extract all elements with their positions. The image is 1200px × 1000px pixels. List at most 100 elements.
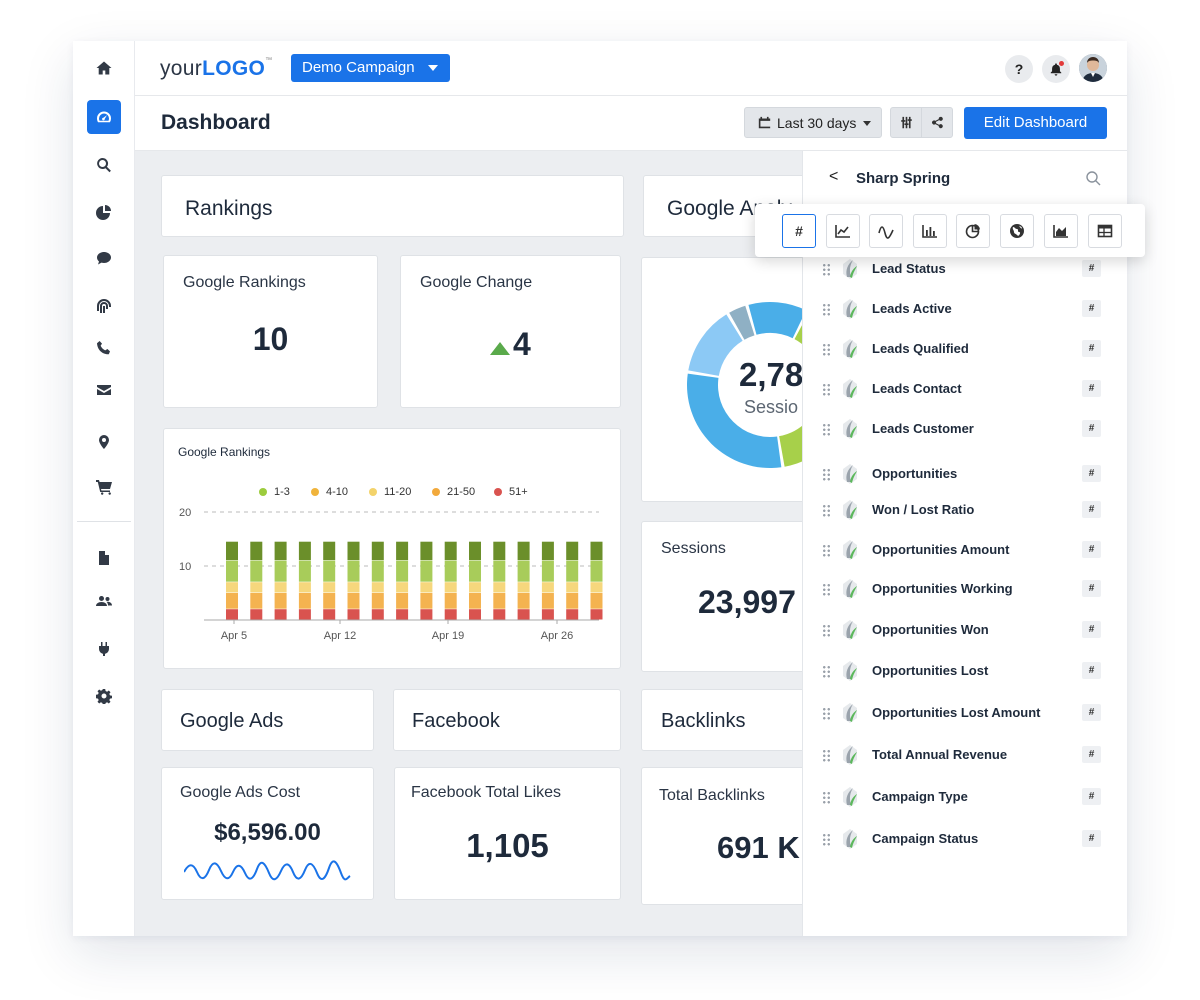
users-icon[interactable] [87,584,121,618]
line-chart-viz-button[interactable] [826,214,860,248]
number-type-badge: # [1082,788,1101,805]
metric-list-label: Campaign Status [872,831,979,846]
phone-icon[interactable] [87,331,121,365]
bar-segment [493,593,506,609]
back-button[interactable]: < [829,168,839,185]
chat-icon[interactable] [87,241,121,275]
legend-label: 51+ [509,486,528,498]
drag-handle-icon[interactable] [822,544,831,558]
pie-chart-viz-button[interactable] [956,214,990,248]
google-rankings-widget[interactable]: Google Rankings 10 [163,255,378,408]
edit-dashboard-button[interactable]: Edit Dashboard [964,107,1107,139]
drag-handle-icon[interactable] [822,423,831,437]
settings-icon[interactable] [87,679,121,713]
help-button[interactable]: ? [1005,55,1033,83]
metric-list-label: Leads Active [872,301,952,316]
metric-list-item[interactable]: Campaign Type # [803,786,1127,816]
legend-swatch [494,488,502,496]
mail-icon[interactable] [87,373,121,407]
number-type-badge: # [1082,580,1101,597]
metric-list-item[interactable]: Opportunities Lost # [803,660,1127,690]
bar-segment [420,582,433,593]
metric-value: 1,105 [466,827,549,864]
metric-list-label: Leads Qualified [872,341,969,356]
metric-list-item[interactable]: Leads Customer # [803,418,1127,448]
date-range-selector[interactable]: Last 30 days [744,107,882,138]
drag-handle-icon[interactable] [822,343,831,357]
plug-icon[interactable] [87,632,121,666]
user-avatar[interactable] [1079,54,1107,82]
drag-handle-icon[interactable] [822,263,831,277]
bar-segment [371,609,384,620]
number-type-badge: # [1082,704,1101,721]
file-icon[interactable] [87,541,121,575]
page-header: Dashboard Last 30 days Edit Dashboard [135,96,1127,151]
metric-list-label: Leads Contact [872,381,962,396]
cart-icon[interactable] [87,470,121,504]
visualization-type-toolbar: # [755,204,1145,257]
pie-chart-icon[interactable] [87,195,121,229]
metric-list-item[interactable]: Leads Contact # [803,378,1127,408]
filter-button[interactable] [890,107,922,138]
help-icon: ? [1014,61,1024,77]
google-rankings-chart-widget[interactable]: Google Rankings 1-3 4-10 11-20 21-50 51+ 10 2… [163,428,621,669]
google-ads-section-header[interactable]: Google Ads [161,689,374,751]
area-chart-viz-button[interactable] [1044,214,1078,248]
drag-handle-icon[interactable] [822,749,831,763]
section-title: Rankings [185,197,273,220]
facebook-section-header[interactable]: Facebook [393,689,621,751]
metric-list-item[interactable]: Won / Lost Ratio # [803,499,1127,529]
sparkline-viz-button[interactable] [869,214,903,248]
google-change-widget[interactable]: Google Change 4 [400,255,621,408]
dashboard-icon[interactable] [87,100,121,134]
search-icon[interactable] [1085,170,1101,186]
metric-list-item[interactable]: Campaign Status # [803,828,1127,858]
geo-viz-button[interactable] [1000,214,1034,248]
bar-segment [371,560,384,582]
number-type-badge: # [1082,501,1101,518]
brand-logo[interactable]: yourLOGO™ [160,57,273,80]
sharpspring-logo-icon [843,829,857,849]
metric-list-item[interactable]: Leads Active # [803,298,1127,328]
drag-handle-icon[interactable] [822,383,831,397]
bar-chart-viz-button[interactable] [913,214,947,248]
facebook-likes-widget[interactable]: Facebook Total Likes 1,105 [394,767,621,900]
metric-list-item[interactable]: Opportunities Lost Amount # [803,702,1127,732]
campaign-selector[interactable]: Demo Campaign [291,54,450,82]
metric-value: 691 K [717,830,800,865]
metric-list-item[interactable]: Opportunities Working # [803,578,1127,608]
drag-handle-icon[interactable] [822,504,831,518]
sharpspring-logo-icon [843,579,857,599]
number-type-badge: # [1082,420,1101,437]
search-icon[interactable] [87,148,121,182]
drag-handle-icon[interactable] [822,833,831,847]
drag-handle-icon[interactable] [822,468,831,482]
metric-list-item[interactable]: Opportunities Won # [803,619,1127,649]
drag-handle-icon[interactable] [822,583,831,597]
svg-text:#: # [795,223,803,239]
bar-segment [226,582,238,593]
metric-list-item[interactable]: Opportunities Amount # [803,539,1127,569]
bar-segment [420,560,433,582]
home-icon[interactable] [87,51,121,85]
location-icon[interactable] [87,425,121,459]
drag-handle-icon[interactable] [822,665,831,679]
rankings-section-header[interactable]: Rankings [161,175,624,237]
bar-segment [226,609,238,620]
share-button[interactable] [921,107,953,138]
table-viz-button[interactable] [1088,214,1122,248]
google-ads-cost-widget[interactable]: Google Ads Cost $6,596.00 [161,767,374,900]
drag-handle-icon[interactable] [822,624,831,638]
metric-list-item[interactable]: Lead Status # [803,258,1127,288]
metric-list-item[interactable]: Total Annual Revenue # [803,744,1127,774]
drag-handle-icon[interactable] [822,791,831,805]
number-viz-button[interactable]: # [782,214,816,248]
notifications-button[interactable] [1042,55,1070,83]
drag-handle-icon[interactable] [822,707,831,721]
metric-list-item[interactable]: Opportunities # [803,463,1127,493]
metric-list-item[interactable]: Leads Qualified # [803,338,1127,368]
metric-list-label: Won / Lost Ratio [872,502,975,517]
fingerprint-icon[interactable] [87,289,121,323]
drag-handle-icon[interactable] [822,303,831,317]
legend-label: 4-10 [326,486,349,498]
